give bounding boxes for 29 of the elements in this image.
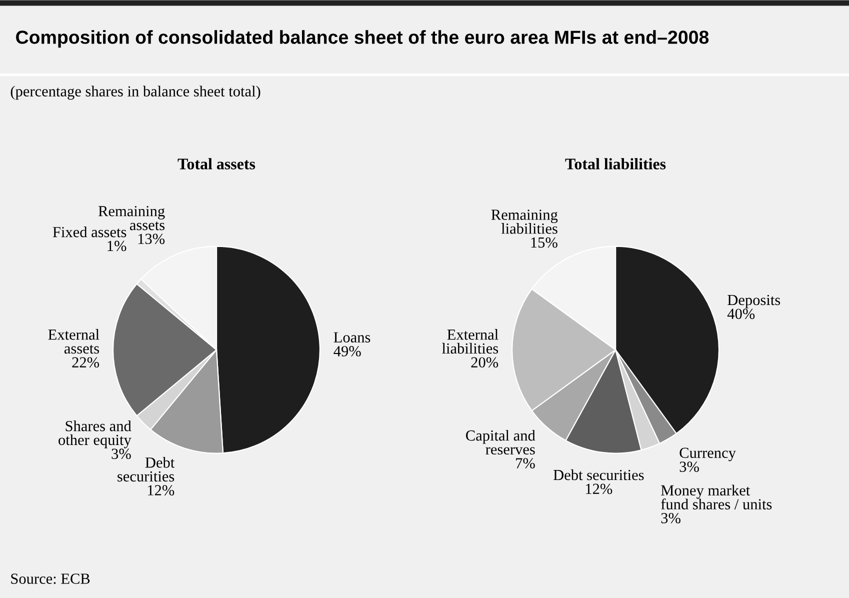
- text: Composition of consolidated balance sheet of the euro area MFIs at end–2008: [16, 30, 709, 48]
- text: (percentage shares in balance sheet total): [10, 86, 260, 100]
- data-label: 1%: [108, 240, 126, 252]
- slice-label: External liabilities: [442, 329, 498, 354]
- slice-label: External assets: [48, 329, 100, 354]
- slice-label: Capital and reserves: [466, 430, 536, 455]
- data-label: 3%: [661, 512, 680, 524]
- chart-title: Total liabilities: [565, 158, 666, 170]
- data-label: 3%: [680, 462, 699, 472]
- data-label: 3%: [112, 448, 131, 460]
- chart-title: Total assets: [178, 158, 256, 170]
- data-label: 15%: [531, 237, 558, 248]
- data-label: 40%: [727, 308, 755, 320]
- data-label: 12%: [148, 485, 174, 496]
- slice-label: Fixed assets: [52, 226, 126, 238]
- data-label: 20%: [471, 357, 498, 368]
- data-label: 7%: [516, 458, 535, 468]
- slice-label: Debt securities: [553, 469, 644, 480]
- slice-label: Shares and other equity: [58, 420, 132, 448]
- source-note: Source: ECB: [11, 574, 90, 584]
- slice-label: Currency: [680, 448, 736, 462]
- slice-label: Remaining liabilities: [491, 210, 558, 234]
- slice-label: Loans: [334, 332, 370, 342]
- data-label: 22%: [72, 357, 100, 368]
- slice-label: Money market fund shares / units: [661, 484, 772, 510]
- slice-label: Deposits: [728, 294, 780, 308]
- data-label: 12%: [586, 484, 612, 494]
- data-label: 13%: [138, 234, 165, 244]
- data-label: 49%: [334, 346, 361, 356]
